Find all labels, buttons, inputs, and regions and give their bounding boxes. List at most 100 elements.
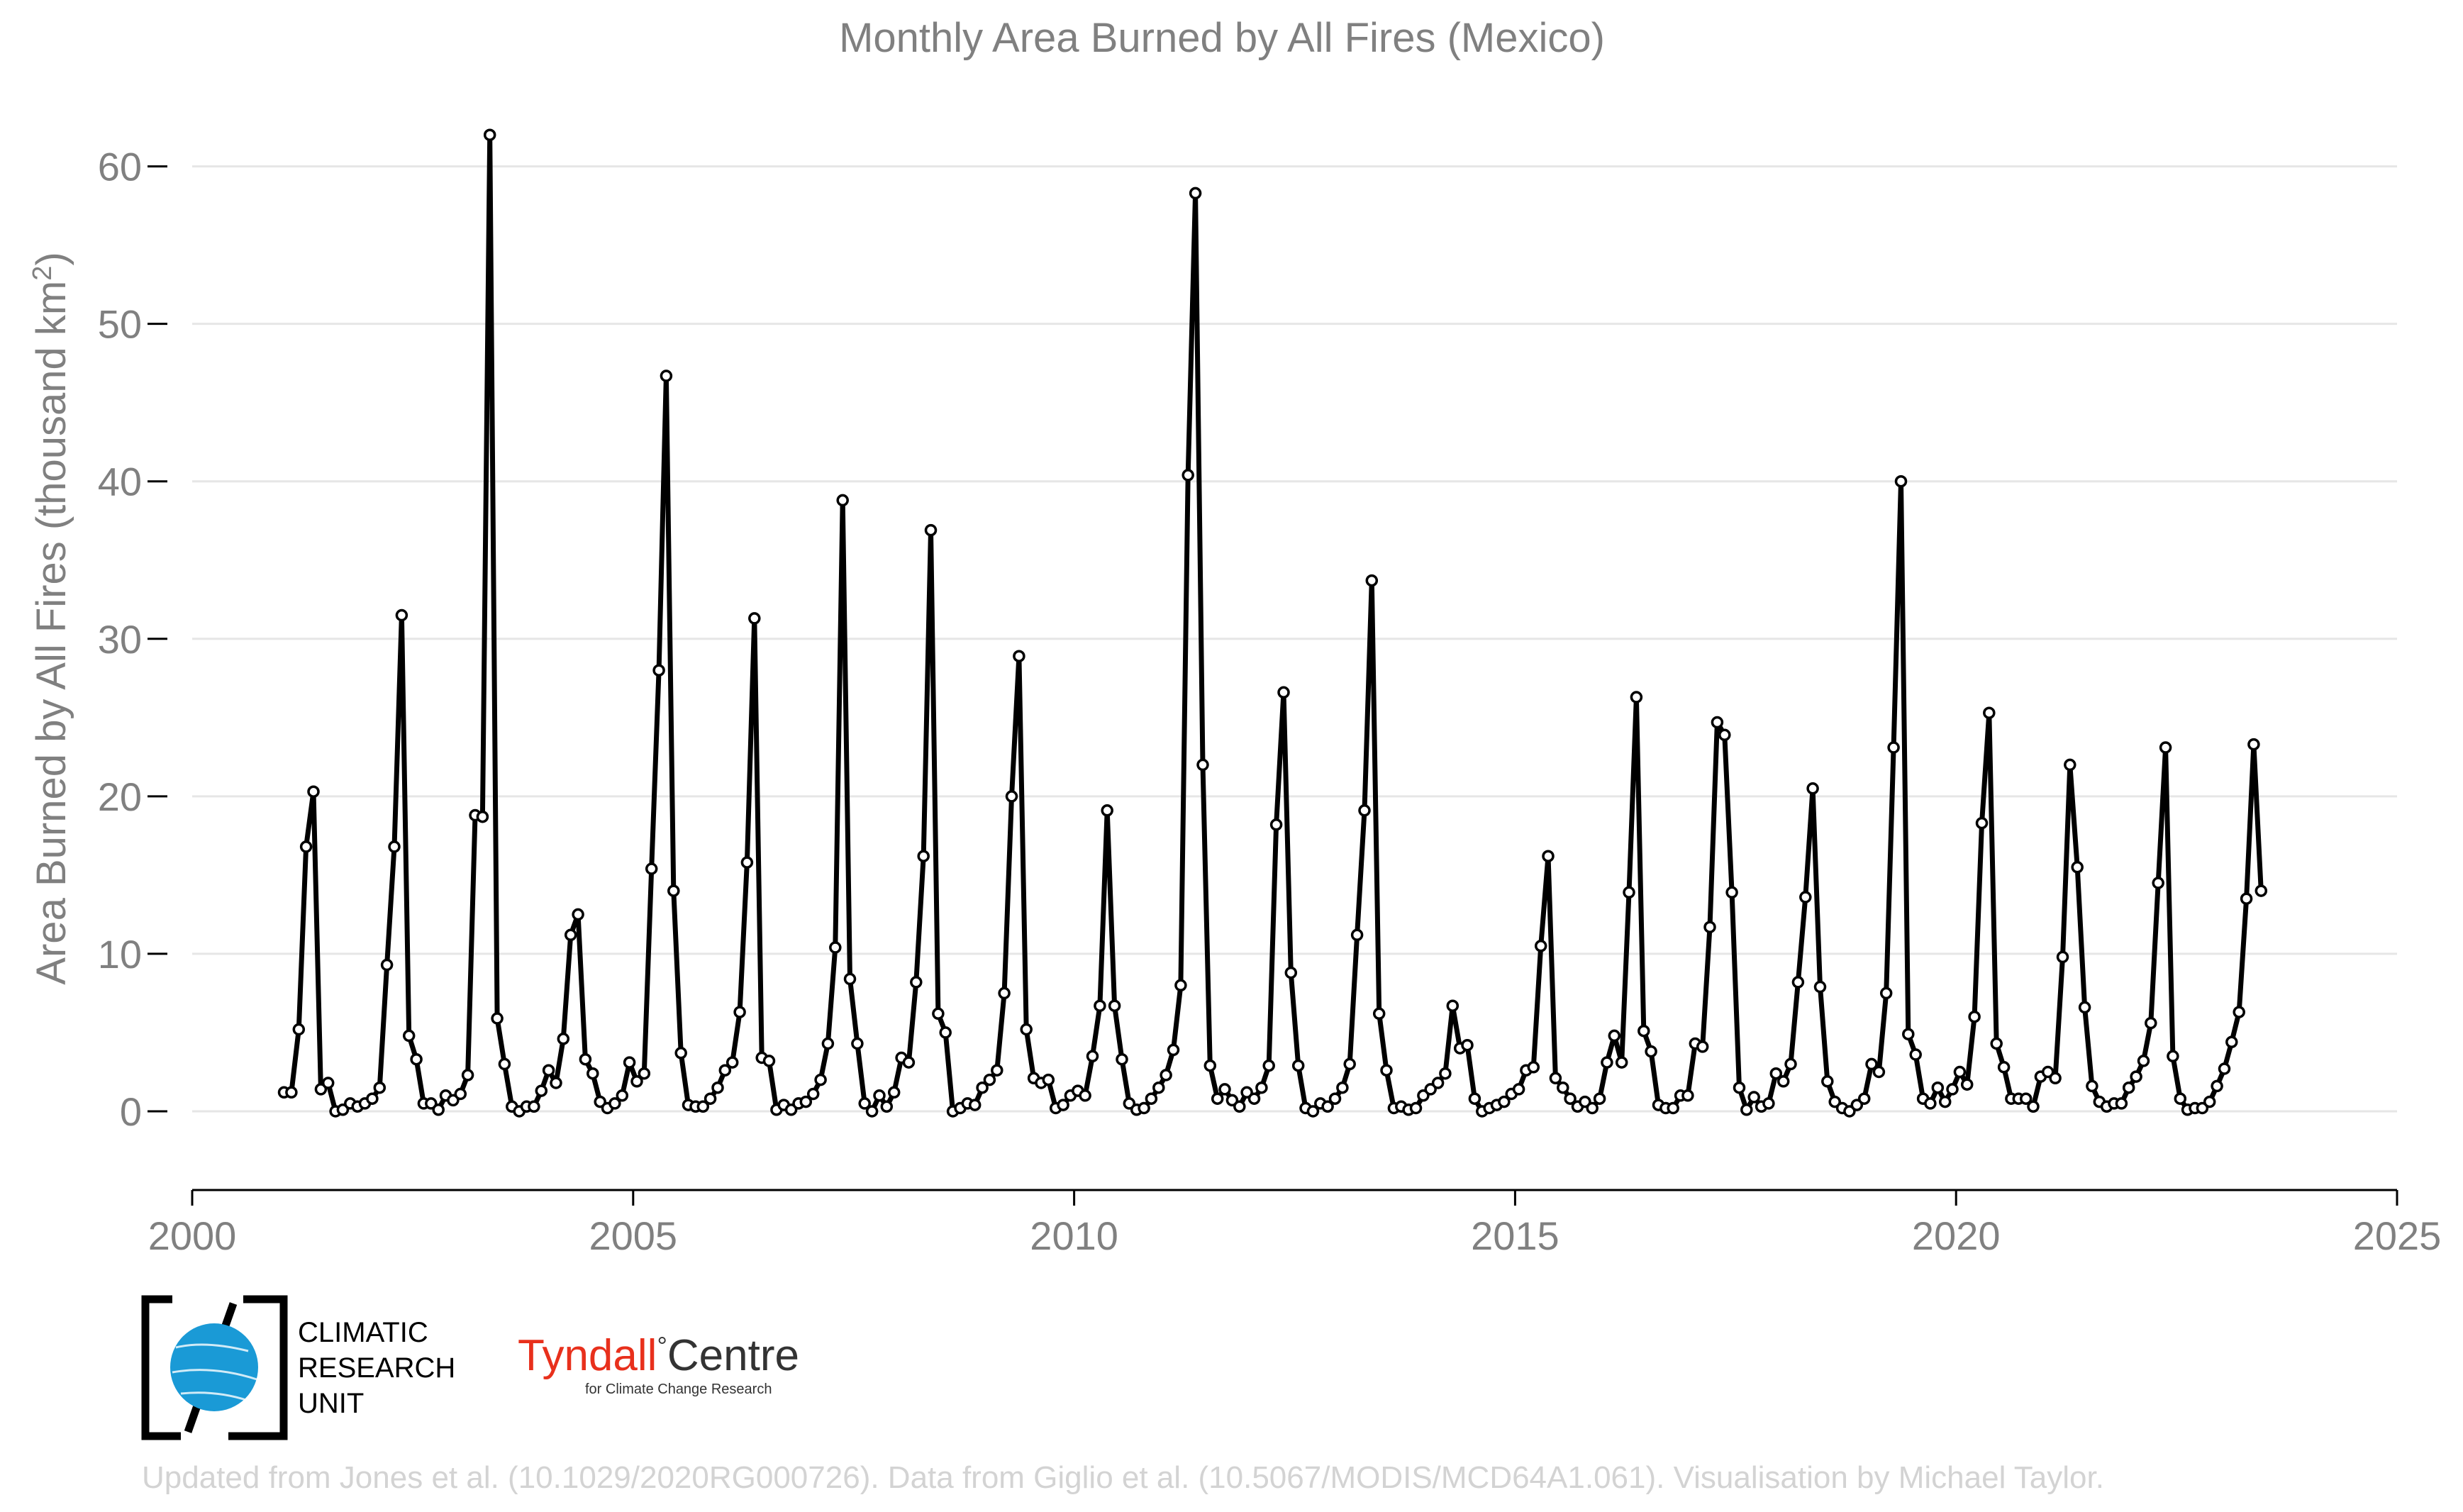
data-point [483, 128, 496, 141]
data-point [1762, 1097, 1775, 1110]
data-point [784, 1104, 798, 1116]
data-point [645, 862, 658, 875]
x-axis-ticks: 2000 2005 2010 2015 2020 2025 [148, 1190, 2441, 1258]
data-point [1233, 1100, 1246, 1113]
data-point [998, 986, 1011, 1000]
data-point [1711, 716, 1724, 729]
data-point [1211, 1092, 1224, 1105]
data-point [2130, 1070, 2142, 1083]
data-point [873, 1089, 886, 1102]
data-point [2240, 892, 2253, 905]
cru-text-line-3: UNIT [298, 1388, 364, 1419]
data-point [2049, 1072, 2062, 1085]
data-point [285, 1086, 298, 1099]
tyndall-wordmark-dark: Centre [667, 1331, 799, 1380]
data-point [299, 840, 313, 853]
data-point [1924, 1097, 1937, 1110]
y-tick-label: 30 [98, 617, 142, 662]
data-point [1138, 1101, 1150, 1115]
y-axis-label-superscript: 2 [28, 266, 57, 281]
data-point [1997, 1061, 2011, 1074]
data-point [1872, 1065, 1886, 1079]
data-point [307, 785, 320, 798]
data-point [1343, 1057, 1356, 1071]
data-point [402, 1029, 416, 1043]
data-point [932, 1007, 945, 1021]
data-point [1145, 1092, 1158, 1105]
data-point [1601, 1056, 1613, 1069]
data-point [1623, 886, 1635, 899]
data-point [1938, 1095, 1952, 1108]
data-point [432, 1104, 445, 1116]
data-point [1696, 1040, 1709, 1053]
data-point [1638, 1024, 1650, 1038]
data-point [1461, 1038, 1474, 1052]
data-point [564, 928, 577, 942]
data-point [1542, 850, 1555, 862]
cru-logo: CLIMATIC RESEARCH UNIT [141, 1295, 455, 1440]
data-point [1321, 1100, 1334, 1113]
data-point [1850, 1099, 1864, 1111]
data-point [2137, 1055, 2150, 1067]
data-point [858, 1097, 871, 1110]
data-point [2019, 1092, 2033, 1105]
data-point [836, 494, 849, 507]
data-point [733, 1006, 746, 1018]
data-point [1160, 1069, 1172, 1082]
data-point [1262, 1059, 1275, 1072]
data-point [1843, 1105, 1856, 1118]
data-point [1857, 1092, 1871, 1105]
data-point [696, 1100, 710, 1113]
data-point [1225, 1094, 1239, 1107]
data-point [1769, 1067, 1783, 1080]
data-point [924, 523, 938, 537]
data-point [2056, 950, 2069, 964]
y-tick-label: 20 [98, 774, 142, 819]
data-point [535, 1084, 548, 1097]
cru-globe-line [172, 1369, 257, 1381]
data-point [1534, 940, 1547, 952]
data-point [1468, 1092, 1481, 1105]
data-point [1887, 741, 1900, 754]
data-point [660, 369, 673, 382]
data-point [1336, 1081, 1349, 1094]
data-point [1777, 1075, 1790, 1088]
data-point [638, 1067, 651, 1080]
data-point [1277, 686, 1290, 699]
cru-logo-bracket-left [141, 1295, 181, 1440]
data-point [1608, 1029, 1621, 1043]
cru-text-line-2: RESEARCH [298, 1352, 455, 1384]
data-point [1557, 1081, 1569, 1094]
data-point [498, 1057, 511, 1071]
data-point [2254, 884, 2268, 897]
data-point [1152, 1081, 1165, 1094]
cru-globe-line [180, 1391, 249, 1402]
cru-logo-bracket-right [228, 1295, 288, 1440]
data-point [748, 612, 761, 625]
data-point [910, 976, 923, 989]
data-point [1879, 986, 1893, 1000]
data-point [1446, 999, 1460, 1012]
data-point [902, 1056, 916, 1069]
data-point [829, 941, 842, 954]
gridlines [192, 165, 2397, 1113]
data-point [491, 1012, 504, 1025]
data-point [983, 1073, 996, 1086]
data-point [1747, 1091, 1760, 1104]
data-point [395, 608, 408, 622]
data-point [1116, 1052, 1128, 1066]
data-point [799, 1095, 813, 1108]
data-point [667, 884, 680, 897]
data-point [1946, 1083, 1959, 1096]
y-tick-label: 0 [120, 1089, 142, 1134]
tyndall-logo: Tyndall°Centre for Climate Change Resear… [518, 1331, 799, 1397]
data-point [1813, 980, 1827, 994]
data-point [1564, 1092, 1577, 1105]
data-point [388, 840, 401, 853]
data-point [1123, 1097, 1136, 1110]
data-point [2233, 1006, 2245, 1018]
x-tick-label: 2005 [589, 1213, 678, 1258]
data-point [1424, 1083, 1437, 1096]
y-axis-tick-labels: 0 10 20 30 40 50 60 [98, 145, 167, 1134]
